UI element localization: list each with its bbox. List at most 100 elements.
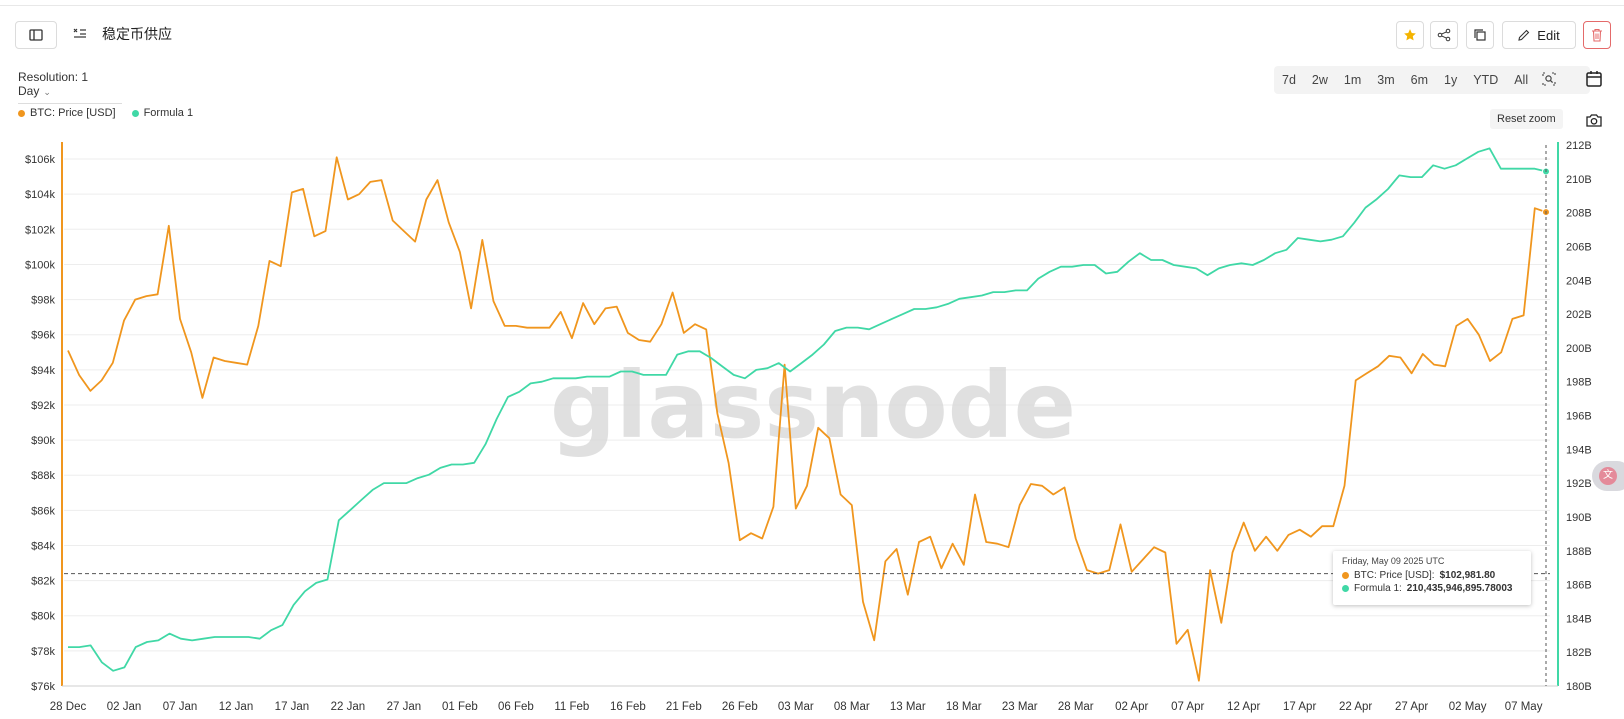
x-tick-label: 03 Mar bbox=[778, 701, 814, 713]
axes: $76k $78k $80k $82k $84k $86k $88k $90k $92k $94k… bbox=[25, 140, 1592, 713]
x-tick-label: 06 Feb bbox=[498, 701, 534, 713]
copy-icon bbox=[1474, 29, 1486, 41]
trash-icon bbox=[1592, 28, 1602, 42]
x-tick-label: 12 Apr bbox=[1227, 701, 1260, 713]
y-left-tick-label: $98k bbox=[31, 295, 55, 307]
formula-1-line bbox=[68, 147, 1547, 672]
y-left-tick-label: $78k bbox=[31, 646, 55, 658]
range-2w[interactable]: 2w bbox=[1311, 73, 1328, 87]
legend-label-formula: Formula 1 bbox=[143, 107, 194, 119]
reset-zoom-button[interactable]: Reset zoom bbox=[1490, 109, 1563, 129]
x-tick-label: 11 Feb bbox=[554, 701, 589, 713]
x-tick-label: 18 Mar bbox=[946, 701, 982, 713]
x-tick-label: 23 Mar bbox=[1002, 701, 1038, 713]
star-icon bbox=[1404, 29, 1416, 41]
y-left-tick-label: $86k bbox=[31, 505, 55, 517]
legend-label-btc: BTC: Price [USD] bbox=[30, 107, 116, 119]
tooltip-formula-label: Formula 1: bbox=[1354, 583, 1402, 594]
range-ytd[interactable]: YTD bbox=[1473, 73, 1499, 87]
edit-button[interactable]: Edit bbox=[1502, 21, 1576, 49]
y-right-tick-label: 190B bbox=[1566, 512, 1592, 524]
zoom-select-button[interactable] bbox=[1536, 71, 1562, 89]
y-right-tick-label: 186B bbox=[1566, 580, 1592, 592]
copy-button[interactable] bbox=[1466, 21, 1494, 49]
y-right-tick-label: 200B bbox=[1566, 343, 1592, 355]
pencil-icon bbox=[1518, 29, 1530, 41]
crosshair bbox=[64, 145, 1550, 686]
x-tick-label: 08 Mar bbox=[834, 701, 870, 713]
y-left-tick-label: $84k bbox=[31, 540, 55, 552]
y-left-tick-label: $102k bbox=[25, 224, 55, 236]
y-left-tick-label: $94k bbox=[31, 365, 55, 377]
tooltip-dot-btc bbox=[1342, 572, 1349, 579]
x-tick-label: 07 Jan bbox=[163, 701, 198, 713]
y-right-tick-label: 192B bbox=[1566, 478, 1592, 490]
share-button[interactable] bbox=[1430, 21, 1458, 49]
chevron-down-icon: ⌄ bbox=[43, 87, 51, 97]
range-3m[interactable]: 3m bbox=[1377, 73, 1395, 87]
top-border bbox=[0, 5, 1624, 6]
range-7d[interactable]: 7d bbox=[1282, 73, 1296, 87]
x-tick-label: 02 Jan bbox=[107, 701, 142, 713]
tooltip-btc-value: $102,981.80 bbox=[1439, 570, 1496, 581]
range-1y[interactable]: 1y bbox=[1444, 73, 1458, 87]
x-tick-label: 17 Apr bbox=[1283, 701, 1316, 713]
x-tick-label: 22 Jan bbox=[331, 701, 366, 713]
y-left-tick-label: $76k bbox=[31, 681, 55, 693]
grid-lines bbox=[64, 158, 1550, 687]
y-left-tick-label: $90k bbox=[31, 435, 55, 447]
tooltip-formula-value: 210,435,946,895.78003 bbox=[1406, 583, 1513, 594]
y-right-tick-label: 204B bbox=[1566, 275, 1592, 287]
x-tick-label: 07 Apr bbox=[1171, 701, 1204, 713]
y-right-tick-label: 180B bbox=[1566, 681, 1592, 693]
y-right-tick-label: 188B bbox=[1566, 546, 1592, 558]
y-right-tick-label: 202B bbox=[1566, 309, 1592, 321]
delete-button[interactable] bbox=[1583, 21, 1611, 49]
tooltip-row-formula: Formula 1: 210,435,946,895.78003 bbox=[1342, 583, 1522, 594]
zoom-search-icon bbox=[1542, 71, 1556, 86]
y-left-tick-label: $80k bbox=[31, 611, 55, 623]
camera-icon[interactable] bbox=[1585, 112, 1603, 128]
x-tick-label: 28 Mar bbox=[1058, 701, 1094, 713]
chart-canvas: glassnode $76k $78k $80k $82k $84k $86k $88k $9… bbox=[25, 140, 1592, 713]
translate-badge[interactable]: 文 bbox=[1592, 461, 1624, 491]
share-icon bbox=[1437, 28, 1451, 42]
time-range-selector: 7d 2w 1m 3m 6m 1y YTD All bbox=[1274, 66, 1590, 94]
resolution-select[interactable]: Resolution: 1 Day ⌄ bbox=[18, 70, 122, 104]
range-1m[interactable]: 1m bbox=[1343, 73, 1362, 87]
y-left-tick-label: $104k bbox=[25, 189, 55, 201]
tooltip-dot-formula bbox=[1342, 585, 1349, 592]
x-tick-label: 26 Feb bbox=[722, 701, 758, 713]
legend-dot-formula bbox=[131, 109, 139, 117]
y-right-tick-label: 210B bbox=[1566, 174, 1592, 186]
y-left-tick-label: $92k bbox=[31, 400, 55, 412]
y-left-tick-label: $100k bbox=[25, 259, 55, 271]
x-tick-label: 13 Mar bbox=[890, 701, 926, 713]
legend-item-formula[interactable]: Formula 1 bbox=[131, 107, 194, 119]
sidebar-toggle-button[interactable] bbox=[15, 21, 57, 49]
y-right-tick-label: 212B bbox=[1566, 140, 1592, 152]
y-left-tick-label: $82k bbox=[31, 576, 55, 588]
y-right-tick-label: 182B bbox=[1566, 647, 1592, 659]
sidebar-toggle-icon bbox=[29, 29, 43, 41]
range-all[interactable]: All bbox=[1514, 73, 1529, 87]
y-left-tick-label: $106k bbox=[25, 154, 55, 166]
x-tick-label: 27 Jan bbox=[387, 701, 422, 713]
chart-tooltip: Friday, May 09 2025 UTC BTC: Price [USD]… bbox=[1333, 551, 1531, 605]
calendar-icon[interactable] bbox=[1584, 69, 1604, 89]
x-tick-label: 12 Jan bbox=[219, 701, 254, 713]
x-tick-label: 07 May bbox=[1505, 701, 1543, 713]
range-6m[interactable]: 6m bbox=[1410, 73, 1429, 87]
x-tick-label: 27 Apr bbox=[1395, 701, 1428, 713]
btc-price-line bbox=[67, 156, 1547, 682]
legend-item-btc[interactable]: BTC: Price [USD] bbox=[18, 107, 116, 119]
y-right-tick-label: 194B bbox=[1566, 444, 1592, 456]
translate-icon: 文 bbox=[1599, 467, 1617, 485]
y-left-tick-label: $88k bbox=[31, 470, 55, 482]
x-tick-label: 01 Feb bbox=[442, 701, 478, 713]
x-tick-label: 02 May bbox=[1449, 701, 1487, 713]
y-left-tick-label: $96k bbox=[31, 330, 55, 342]
tooltip-row-btc: BTC: Price [USD]: $102,981.80 bbox=[1342, 570, 1522, 581]
watermark-text: glassnode bbox=[550, 352, 1076, 459]
favorite-button[interactable] bbox=[1396, 21, 1424, 49]
